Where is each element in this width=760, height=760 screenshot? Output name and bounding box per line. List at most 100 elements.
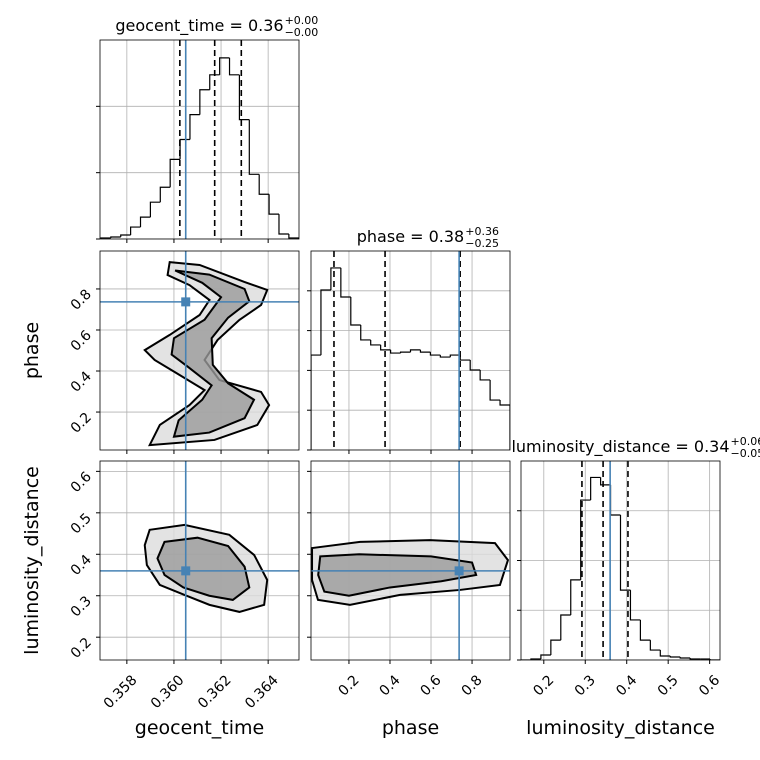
histogram-step [649, 640, 661, 651]
histogram-step [469, 360, 481, 371]
histogram-step [570, 579, 581, 615]
histogram-step [238, 74, 250, 121]
panel-title: luminosity_distance = 0.34 [511, 437, 729, 457]
histogram-step [580, 499, 591, 580]
contour [317, 553, 478, 597]
histogram-step [139, 216, 151, 228]
histogram-step [479, 370, 491, 381]
histogram-step [350, 296, 361, 326]
panel [100, 40, 299, 239]
contour [156, 536, 251, 601]
y-tick-label: 0.6 [68, 469, 95, 496]
y-tick-label: 0.6 [68, 327, 95, 354]
title-lower: −0.00 [285, 26, 319, 39]
y-tick-label: 0.4 [68, 368, 95, 395]
histogram-step [120, 234, 131, 238]
histogram-step [429, 352, 441, 356]
x-tick-label: 0.3 [572, 672, 599, 699]
histogram-step [189, 114, 200, 140]
histogram-step [709, 659, 720, 660]
title-lower: −0.05 [731, 447, 760, 460]
panel [100, 251, 299, 450]
y-tick-label: 0.8 [68, 286, 95, 313]
panel [521, 461, 720, 660]
histogram-step [659, 650, 671, 657]
histogram-step [169, 158, 181, 188]
histogram-step [590, 476, 601, 501]
histogram-step [320, 289, 331, 356]
x-tick-label: 0.6 [418, 672, 445, 699]
y-axis-label: luminosity_distance [21, 466, 43, 655]
y-tick-label: 0.3 [68, 593, 95, 620]
title-upper: +0.00 [285, 14, 319, 27]
x-axis-label: phase [382, 717, 439, 739]
panel [311, 461, 510, 660]
histogram-step [149, 201, 161, 218]
histogram-step [360, 325, 371, 341]
histogram-step [499, 400, 510, 450]
x-axis-label: geocent_time [135, 717, 264, 739]
histogram-step [258, 174, 270, 195]
x-tick-label: 0.360 [148, 672, 188, 712]
histogram-step [330, 267, 341, 291]
histogram-step [130, 226, 141, 236]
histogram-step [209, 74, 220, 90]
panel-frame [310, 250, 511, 451]
y-axis-label: phase [21, 322, 43, 379]
x-tick-label: 0.8 [459, 672, 486, 699]
histogram-step [689, 658, 701, 660]
histogram-step [219, 57, 230, 75]
histogram-step [639, 619, 651, 641]
histogram-step [419, 349, 431, 353]
panel-title: geocent_time = 0.36 [115, 16, 283, 36]
histogram-step [619, 514, 631, 591]
histogram-step [228, 57, 240, 76]
histogram-step [110, 236, 121, 239]
histogram-step [340, 267, 351, 298]
y-tick-label: 0.2 [68, 410, 95, 437]
x-tick-label: 0.6 [696, 672, 723, 699]
x-tick-label: 0.2 [336, 672, 363, 699]
histogram-step [550, 639, 561, 656]
histogram-step [268, 194, 279, 215]
panel-frame [99, 39, 300, 240]
panel [100, 461, 299, 660]
histogram-step [439, 355, 451, 358]
x-tick-label: 0.362 [195, 672, 235, 712]
histogram-step [288, 234, 299, 239]
y-tick-label: 0.5 [68, 510, 95, 537]
y-tick-label: 0.4 [68, 552, 95, 579]
histogram-step [199, 89, 210, 115]
histogram-step [459, 355, 471, 361]
panel-frame [520, 460, 721, 661]
histogram-step [311, 354, 321, 450]
histogram-step [449, 354, 461, 358]
histogram-step [540, 654, 551, 660]
panel-frame [310, 460, 511, 661]
x-tick-label: 0.364 [242, 672, 282, 712]
histogram-step [629, 590, 641, 621]
histogram-step [679, 657, 691, 659]
x-tick-label: 0.358 [101, 672, 141, 712]
histogram-step [380, 344, 391, 351]
panel-frame [99, 250, 300, 451]
x-tick-label: 0.4 [377, 672, 404, 699]
panel-frame [99, 460, 300, 661]
x-tick-label: 0.5 [655, 672, 682, 699]
title-upper: +0.06 [731, 435, 760, 448]
histogram-step [489, 379, 501, 401]
histogram-step [600, 477, 611, 486]
histogram-step [390, 349, 401, 354]
histogram-step [159, 186, 171, 203]
histogram-step [560, 614, 571, 641]
histogram-step [669, 656, 681, 658]
histogram-step [248, 119, 260, 175]
x-tick-label: 0.2 [530, 672, 557, 699]
contour [170, 269, 256, 438]
panel [311, 251, 510, 450]
title-lower: −0.25 [465, 237, 499, 250]
histogram-step [399, 351, 411, 354]
histogram-step [370, 339, 381, 346]
